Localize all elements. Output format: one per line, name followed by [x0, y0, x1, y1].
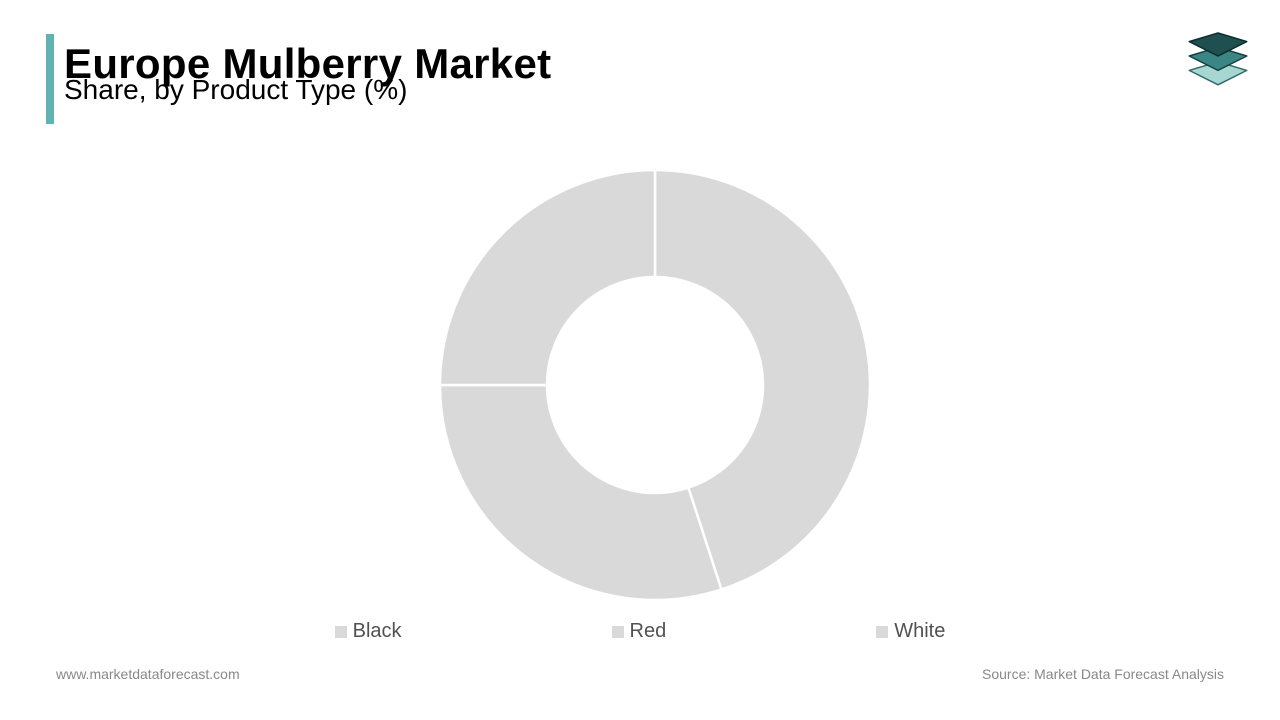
donut-chart — [0, 160, 1280, 625]
accent-bar — [46, 34, 54, 124]
donut-svg — [0, 160, 1280, 620]
legend-label: White — [894, 620, 945, 643]
legend-swatch-icon — [612, 626, 624, 638]
legend-item-black: Black — [335, 620, 402, 643]
legend-swatch-icon — [335, 626, 347, 638]
legend-swatch-icon — [876, 626, 888, 638]
page: Europe Mulberry Market Share, by Product… — [0, 0, 1280, 720]
legend-item-white: White — [876, 620, 945, 643]
legend-item-red: Red — [612, 620, 667, 643]
donut-segment-red — [440, 385, 721, 600]
donut-segment-white — [440, 170, 655, 385]
legend-label: Red — [630, 620, 667, 643]
footer-source: Source: Market Data Forecast Analysis — [982, 666, 1224, 682]
legend-label: Black — [353, 620, 402, 643]
chart-legend: Black Red White — [0, 620, 1280, 643]
header: Europe Mulberry Market Share, by Product… — [46, 40, 551, 106]
logo-layers-icon — [1189, 33, 1247, 85]
brand-logo-icon — [1182, 20, 1254, 92]
footer-url: www.marketdataforecast.com — [56, 666, 240, 682]
